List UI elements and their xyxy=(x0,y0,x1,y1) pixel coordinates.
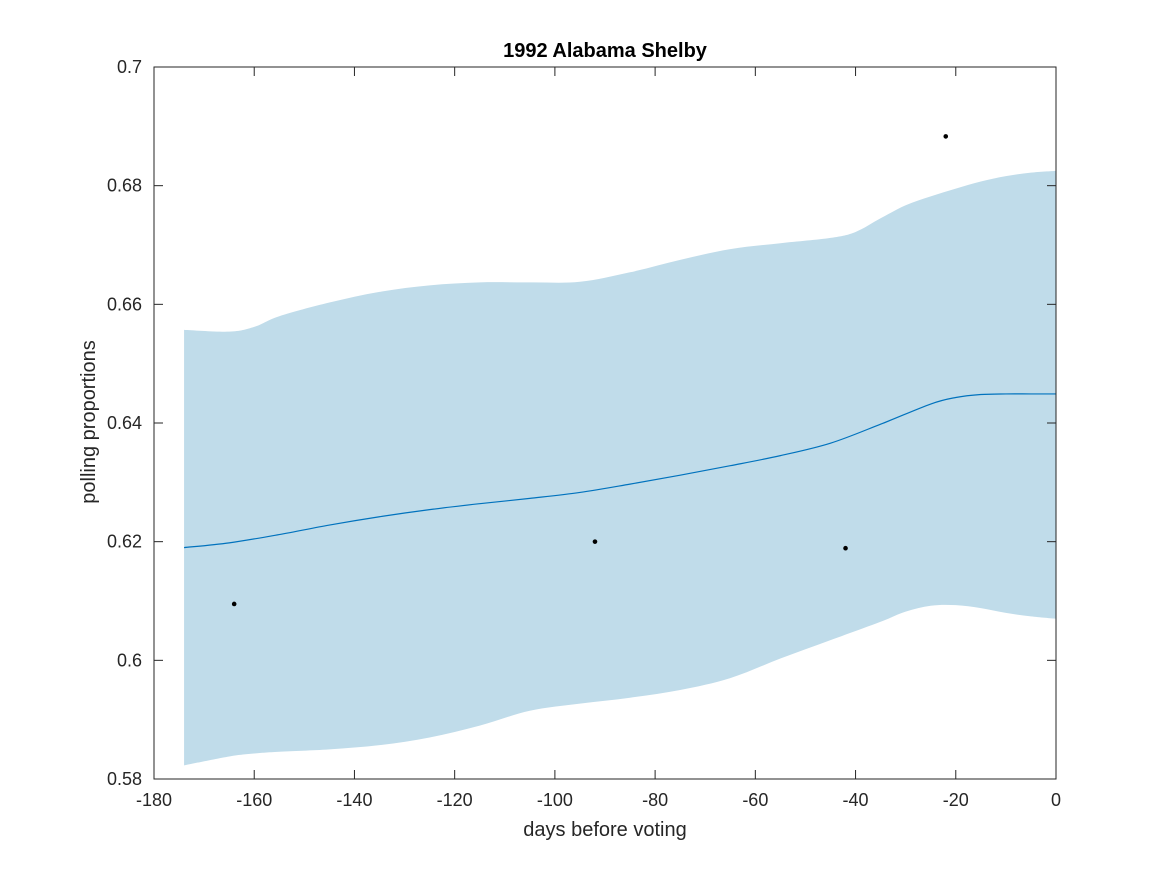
confidence-band xyxy=(184,170,1056,766)
mean-line xyxy=(184,393,1056,549)
x-tick-label: -60 xyxy=(742,790,768,810)
x-tick-label: 0 xyxy=(1051,790,1061,810)
x-tick-label: -140 xyxy=(336,790,372,810)
poll-point xyxy=(843,545,848,551)
y-tick-label: 0.58 xyxy=(107,769,142,789)
y-tick-label: 0.66 xyxy=(107,294,142,314)
poll-point xyxy=(592,539,598,544)
chart-title: 1992 Alabama Shelby xyxy=(503,40,708,62)
poll-point xyxy=(231,601,237,607)
x-tick-label: -120 xyxy=(437,790,473,810)
x-tick-label: -20 xyxy=(943,790,969,810)
axes: -180 -160 -140 -120 -100 -80 -60 -40 -20 0 0.58 0.6… xyxy=(107,57,1061,810)
plot-area xyxy=(184,134,1056,766)
y-axis-label: polling proportions xyxy=(78,340,100,503)
x-tick-label: -100 xyxy=(537,790,573,810)
x-tick-label: -40 xyxy=(843,790,869,810)
y-tick-label: 0.6 xyxy=(117,650,142,670)
y-tick-label: 0.62 xyxy=(107,532,142,552)
y-tick-label: 0.68 xyxy=(107,176,142,196)
x-tick-label: -160 xyxy=(236,790,272,810)
x-axis-label: days before voting xyxy=(523,819,686,841)
y-tick-label: 0.7 xyxy=(117,57,142,77)
x-tick-label: -180 xyxy=(136,790,172,810)
x-tick-label: -80 xyxy=(642,790,668,810)
poll-point xyxy=(943,134,949,139)
y-tick-label: 0.64 xyxy=(107,413,142,433)
